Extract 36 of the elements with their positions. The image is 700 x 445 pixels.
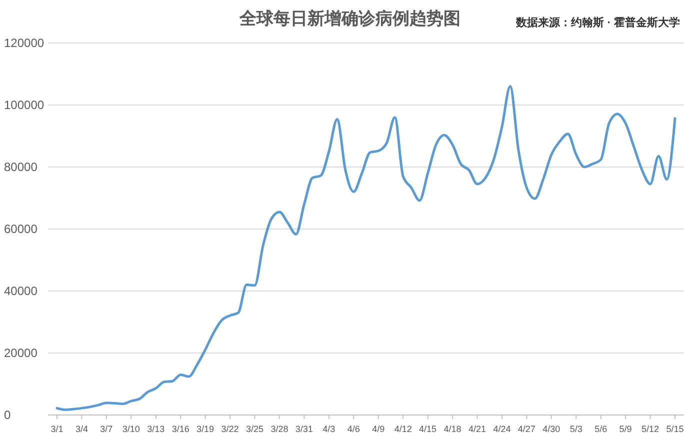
- chart-title: 全球每日新增确诊病例趋势图: [238, 9, 460, 28]
- x-tick-label: 3/7: [100, 424, 113, 434]
- y-tick-label: 60000: [4, 222, 38, 236]
- x-tick-label: 5/6: [594, 424, 608, 434]
- x-tick-label: 5/3: [570, 424, 582, 434]
- y-tick-label: 20000: [4, 346, 38, 360]
- y-tick-label: 120000: [4, 36, 44, 50]
- y-tick-label: 40000: [4, 284, 38, 298]
- x-tick-label: 4/27: [518, 424, 536, 434]
- x-tick-label: 5/12: [642, 424, 660, 434]
- x-tick-label: 3/10: [122, 424, 140, 434]
- x-tick-label: 4/21: [468, 424, 486, 434]
- x-tick-label: 5/9: [619, 424, 632, 434]
- x-tick-label: 3/22: [221, 424, 239, 434]
- x-tick-label: 4/15: [419, 424, 437, 434]
- x-tick-label: 4/9: [372, 424, 385, 434]
- x-tick-label: 3/16: [172, 424, 190, 434]
- x-tick-label: 4/12: [394, 424, 412, 434]
- x-tick-label: 4/30: [542, 424, 560, 434]
- x-tick-label: 3/19: [196, 424, 214, 434]
- y-tick-label: 0: [4, 408, 11, 422]
- x-tick-label: 4/24: [493, 424, 511, 434]
- y-tick-label: 80000: [4, 160, 38, 174]
- source-note: 数据来源：约翰斯 · 霍普金斯大学: [515, 16, 680, 29]
- x-tick-label: 3/13: [147, 424, 165, 434]
- line-series: [56, 85, 676, 411]
- x-tick-label: 4/18: [444, 424, 462, 434]
- y-tick-label: 100000: [4, 98, 44, 112]
- x-tick-label: 3/31: [295, 424, 313, 434]
- x-tick-label: 5/15: [666, 424, 684, 434]
- x-tick-label: 3/25: [246, 424, 264, 434]
- x-tick-label: 3/28: [270, 424, 288, 434]
- x-tick-label: 3/1: [50, 424, 64, 434]
- x-tick-label: 3/4: [75, 424, 88, 434]
- x-tick-label: 4/3: [322, 424, 336, 434]
- x-tick-label: 4/6: [347, 424, 360, 434]
